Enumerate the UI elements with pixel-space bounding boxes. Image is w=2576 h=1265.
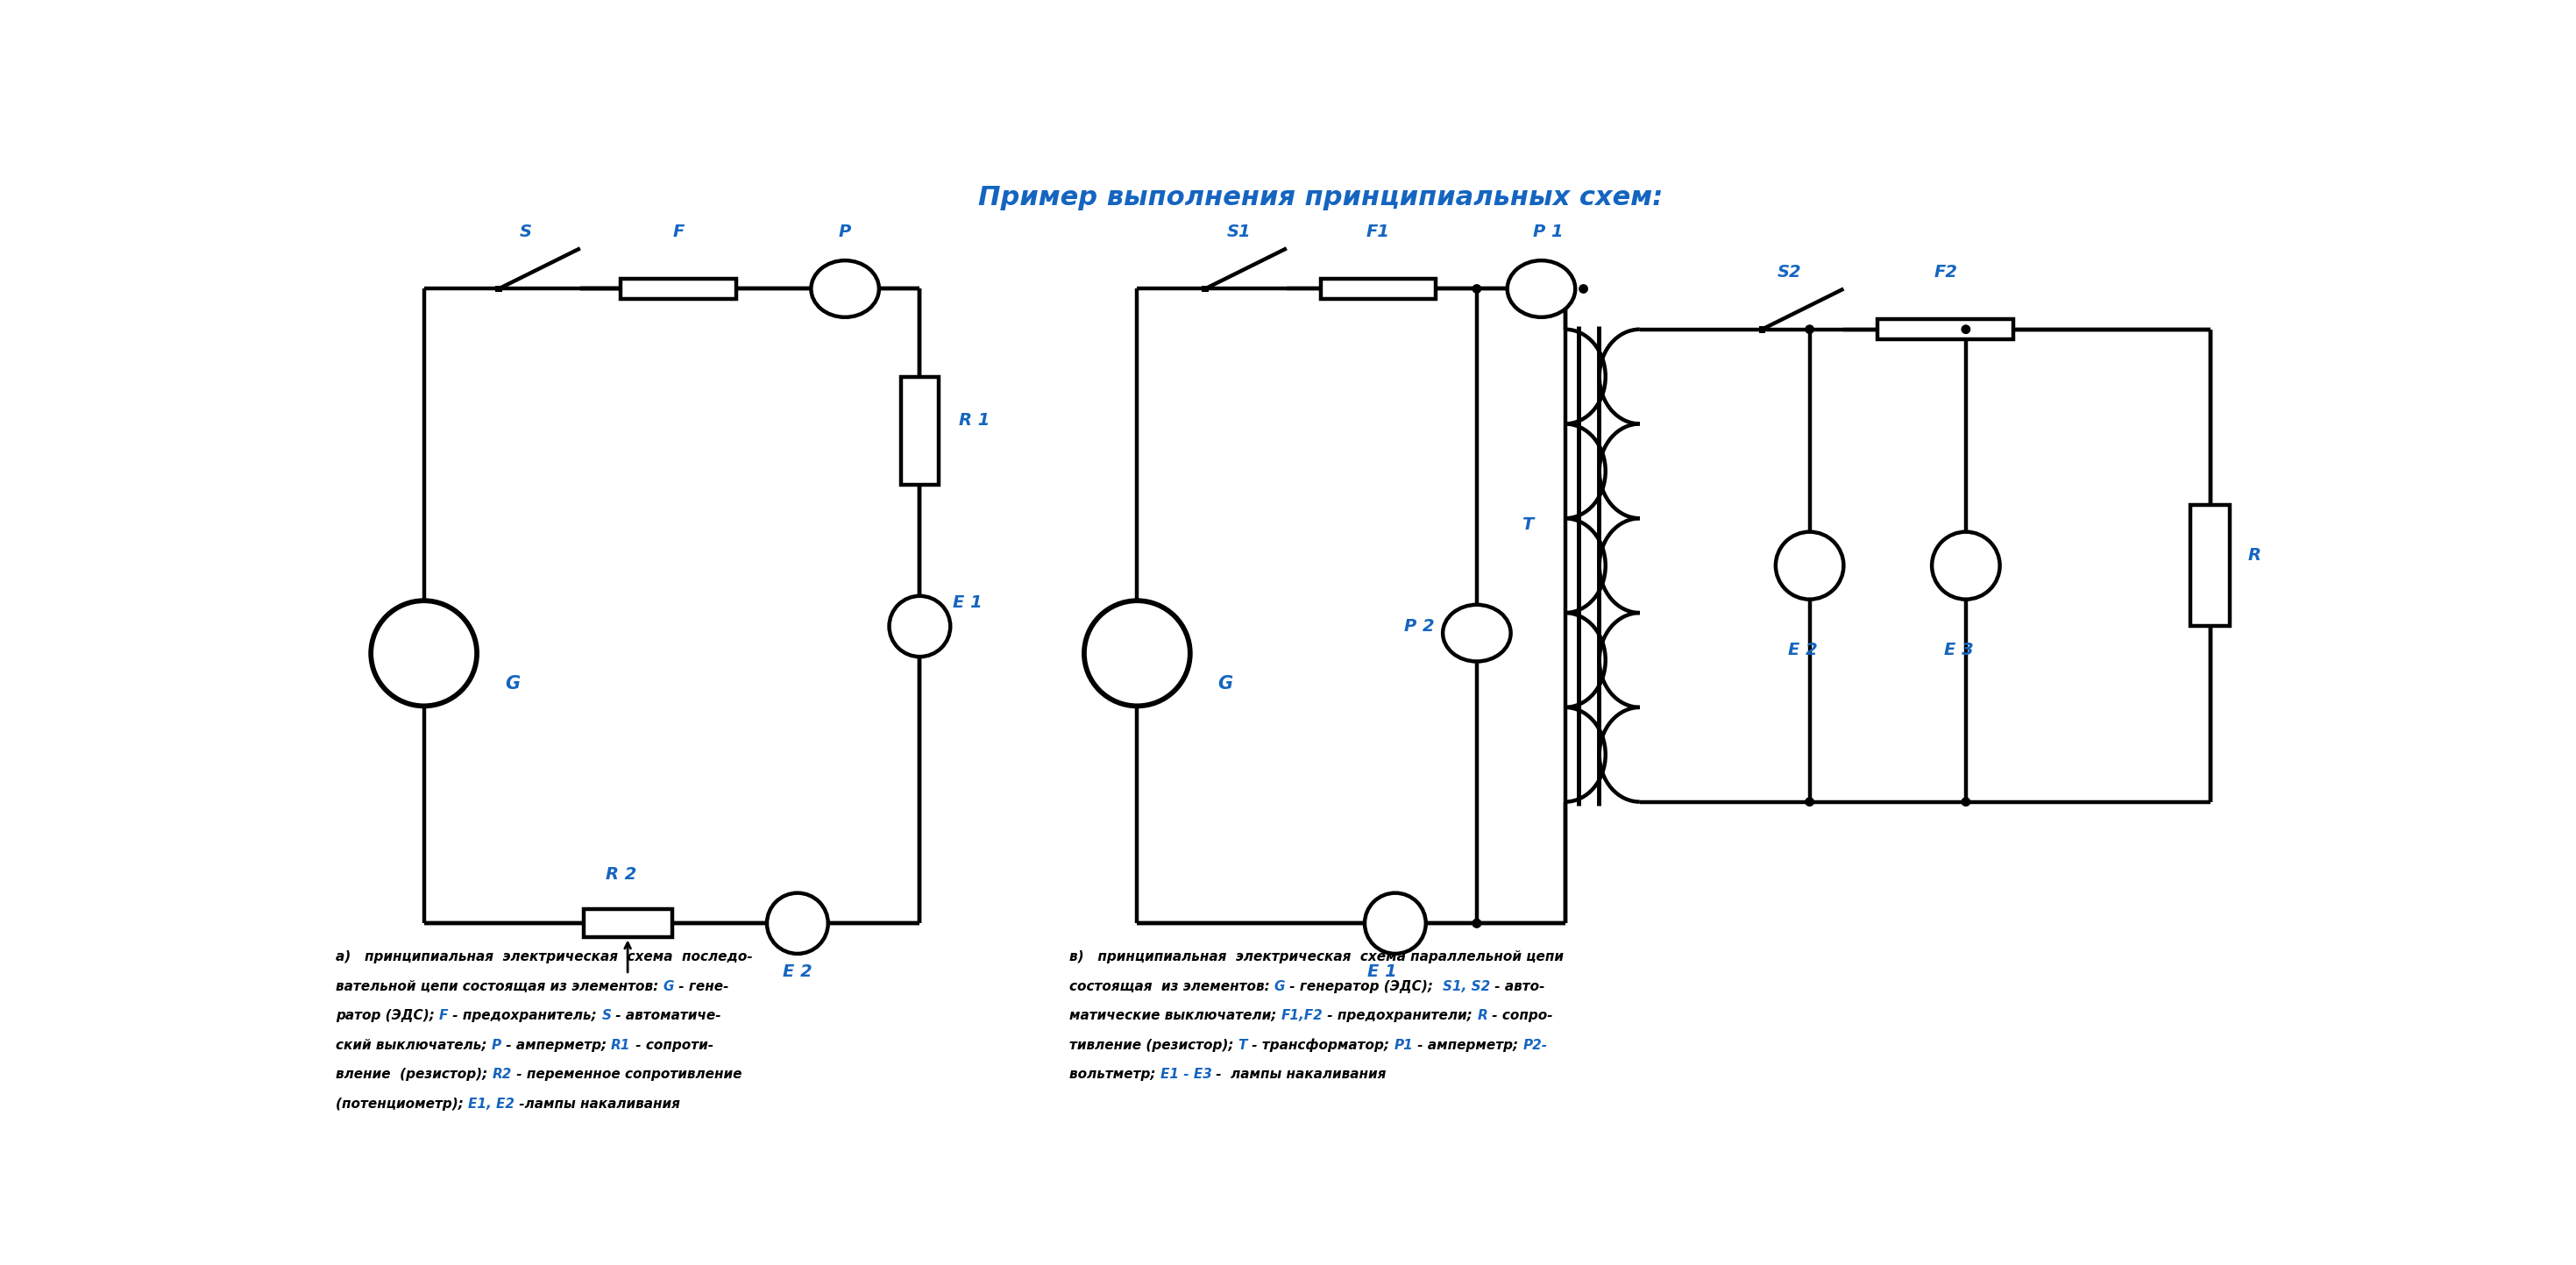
Text: ский выключатель;: ский выключатель;: [335, 1039, 492, 1051]
Text: E 2: E 2: [1788, 641, 1819, 658]
Text: состоящая  из элементов:: состоящая из элементов:: [1069, 979, 1275, 993]
Ellipse shape: [1443, 605, 1510, 662]
Text: - сопро-: - сопро-: [1486, 1009, 1553, 1022]
Text: а)   принципиальная  электрическая  схема  последо-: а) принципиальная электрическая схема по…: [335, 950, 752, 964]
Text: P 2: P 2: [1404, 619, 1435, 635]
Text: F1: F1: [1365, 223, 1391, 240]
Text: F1,F2: F1,F2: [1280, 1009, 1324, 1022]
Circle shape: [371, 601, 477, 706]
Text: вление  (резистор);: вление (резистор);: [335, 1068, 492, 1082]
Text: R 2: R 2: [605, 867, 636, 883]
Bar: [1200, 286, 1208, 292]
Text: R 1: R 1: [958, 412, 989, 429]
Text: вольтметр;: вольтметр;: [1069, 1068, 1159, 1082]
Text: G: G: [505, 676, 520, 692]
Circle shape: [1806, 325, 1814, 334]
Circle shape: [1806, 797, 1814, 807]
Circle shape: [1084, 601, 1190, 706]
Text: P2-: P2-: [1522, 1039, 1548, 1051]
Text: A: A: [837, 281, 853, 297]
Circle shape: [1471, 918, 1481, 929]
Circle shape: [768, 893, 827, 954]
Circle shape: [1471, 918, 1481, 929]
Text: - переменное сопротивление: - переменное сопротивление: [513, 1068, 742, 1082]
Text: S: S: [603, 1009, 611, 1022]
Bar: [2190, 505, 2231, 626]
Bar: [1759, 326, 1765, 333]
Text: V: V: [1471, 625, 1484, 641]
Text: - сопроти-: - сопроти-: [631, 1039, 714, 1051]
Text: -лампы накаливания: -лампы накаливания: [515, 1097, 680, 1111]
Text: Пример выполнения принципиальных схем:: Пример выполнения принципиальных схем:: [979, 185, 1664, 210]
Text: R: R: [1476, 1009, 1486, 1022]
Text: - генератор (ЭДС);: - генератор (ЭДС);: [1285, 979, 1443, 993]
Text: T: T: [1522, 517, 1533, 534]
Circle shape: [889, 596, 951, 657]
Text: в)   принципиальная  электрическая  схема параллельной цепи: в) принципиальная электрическая схема па…: [1069, 950, 1564, 964]
Text: P1: P1: [1394, 1039, 1412, 1051]
Text: G: G: [662, 979, 675, 993]
Circle shape: [1471, 285, 1481, 293]
Circle shape: [1932, 531, 1999, 600]
Text: S: S: [520, 223, 531, 240]
Text: (потенциометр);: (потенциометр);: [335, 1097, 469, 1111]
Circle shape: [1579, 285, 1589, 293]
Text: - амперметр;: - амперметр;: [1412, 1039, 1522, 1051]
Text: S1: S1: [1226, 223, 1252, 240]
Text: E 2: E 2: [783, 964, 811, 980]
Text: P: P: [840, 223, 850, 240]
Text: T: T: [1239, 1039, 1247, 1051]
Text: F: F: [438, 1009, 448, 1022]
Text: - предохранитель;: - предохранитель;: [448, 1009, 603, 1022]
Text: G: G: [1275, 979, 1285, 993]
Text: E1, E2: E1, E2: [469, 1097, 515, 1111]
Text: - предохранители;: - предохранители;: [1324, 1009, 1476, 1022]
Text: E 3: E 3: [1945, 641, 1973, 658]
Text: R2: R2: [492, 1068, 513, 1082]
Text: P 1: P 1: [1533, 223, 1564, 240]
Text: E 1: E 1: [953, 595, 981, 611]
Ellipse shape: [811, 261, 878, 318]
Bar: [621, 278, 737, 299]
Text: R1: R1: [611, 1039, 631, 1051]
Text: - амперметр;: - амперметр;: [502, 1039, 611, 1051]
Text: E1 - E3: E1 - E3: [1159, 1068, 1211, 1082]
Text: F2: F2: [1935, 263, 1958, 281]
Text: R: R: [2249, 548, 2262, 564]
Text: S2: S2: [1777, 263, 1801, 281]
Text: P: P: [492, 1039, 502, 1051]
Text: ратор (ЭДС);: ратор (ЭДС);: [335, 1009, 438, 1022]
Text: - гене-: - гене-: [675, 979, 729, 993]
Text: - автоматиче-: - автоматиче-: [611, 1009, 721, 1022]
Bar: [902, 377, 938, 484]
Ellipse shape: [1507, 261, 1577, 318]
Text: S1, S2: S1, S2: [1443, 979, 1489, 993]
Bar: [495, 286, 502, 292]
Text: - трансформатор;: - трансформатор;: [1247, 1039, 1394, 1052]
Circle shape: [1365, 893, 1427, 954]
Text: Г: Г: [417, 643, 430, 664]
Text: F: F: [672, 223, 685, 240]
Text: вательной цепи состоящая из элементов:: вательной цепи состоящая из элементов:: [335, 979, 662, 993]
Text: -  лампы накаливания: - лампы накаливания: [1211, 1068, 1386, 1082]
Bar: [1321, 278, 1435, 299]
Text: матические выключатели;: матические выключатели;: [1069, 1009, 1280, 1022]
Text: Г: Г: [1131, 643, 1144, 664]
Circle shape: [1775, 531, 1844, 600]
Circle shape: [1960, 325, 1971, 334]
Text: тивление (резистор);: тивление (резистор);: [1069, 1039, 1239, 1051]
Text: A: A: [1535, 281, 1548, 297]
Text: G: G: [1218, 676, 1234, 692]
Text: E 1: E 1: [1368, 964, 1396, 980]
Bar: [585, 910, 672, 937]
Circle shape: [1960, 797, 1971, 807]
Text: - авто-: - авто-: [1489, 979, 1546, 993]
Bar: [1878, 319, 2014, 339]
